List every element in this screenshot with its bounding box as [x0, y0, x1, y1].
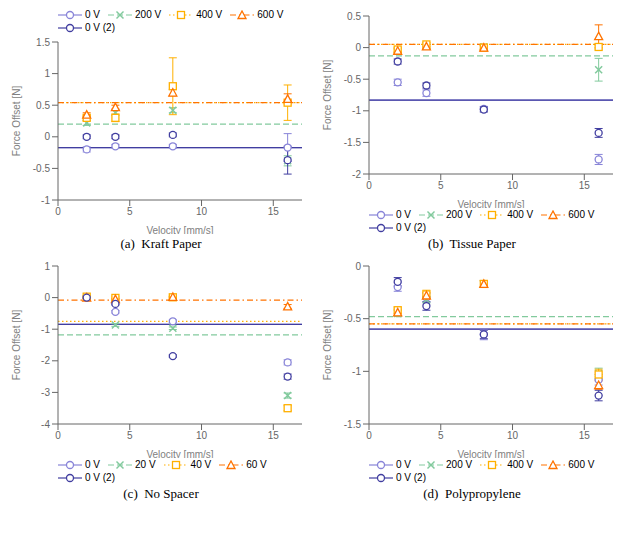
- svg-text:10: 10: [507, 180, 519, 191]
- html-text:(a) Kraft Paper: (a) Kraft Paper: [120, 236, 202, 251]
- html-text:20 V: 20 V: [135, 459, 156, 470]
- svg-text:0.5: 0.5: [347, 11, 361, 22]
- html-text:0 V: 0 V: [85, 459, 100, 470]
- svg-text:0.5: 0.5: [36, 100, 50, 111]
- svg-text:1: 1: [44, 68, 50, 79]
- svg-text:15: 15: [268, 430, 280, 441]
- svg-text:-1: -1: [41, 324, 50, 335]
- html-text:0 V (2): 0 V (2): [396, 472, 426, 483]
- svg-text:Force Offset [N]: Force Offset [N]: [322, 310, 333, 381]
- svg-text:-4: -4: [41, 419, 50, 430]
- html-text:60 V: 60 V: [246, 459, 267, 470]
- svg-text:0: 0: [55, 206, 61, 217]
- svg-text:10: 10: [507, 430, 519, 441]
- html-text:400 V: 400 V: [507, 209, 534, 220]
- svg-text:-0.5: -0.5: [344, 313, 362, 324]
- svg-text:Force Offset [N]: Force Offset [N]: [11, 310, 22, 381]
- svg-text:-1.5: -1.5: [344, 137, 362, 148]
- html-text:0 V (2): 0 V (2): [85, 22, 115, 33]
- svg-text:-1: -1: [352, 105, 361, 116]
- svg-text:5: 5: [438, 430, 444, 441]
- html-text:0 V: 0 V: [396, 459, 411, 470]
- svg-text:Force Offset [N]: Force Offset [N]: [11, 86, 22, 157]
- svg-text:-2: -2: [41, 355, 50, 366]
- svg-text:0: 0: [366, 430, 372, 441]
- svg-text:1.5: 1.5: [36, 37, 50, 48]
- svg-text:5: 5: [127, 206, 133, 217]
- svg-text:10: 10: [196, 206, 208, 217]
- svg-text:15: 15: [579, 180, 591, 191]
- html-text:0 V (2): 0 V (2): [85, 472, 115, 483]
- html-text:0 V: 0 V: [85, 9, 100, 20]
- html-text:(d) Polypropylene: (d) Polypropylene: [423, 486, 521, 501]
- html-text:400 V: 400 V: [196, 9, 223, 20]
- svg-text:0: 0: [355, 261, 361, 272]
- svg-text:0: 0: [44, 131, 50, 142]
- svg-text:0: 0: [44, 292, 50, 303]
- html-text:200 V: 200 V: [446, 209, 473, 220]
- svg-text:Velocity [mm/s]: Velocity [mm/s]: [457, 449, 524, 458]
- html-text:0 V: 0 V: [396, 209, 411, 220]
- svg-text:0: 0: [55, 430, 61, 441]
- svg-text:-0.5: -0.5: [33, 163, 51, 174]
- svg-text:0: 0: [366, 180, 372, 191]
- svg-text:5: 5: [438, 180, 444, 191]
- html-text:600 V: 600 V: [568, 209, 595, 220]
- html-text:200 V: 200 V: [135, 9, 162, 20]
- html-text:200 V: 200 V: [446, 459, 473, 470]
- svg-text:-2: -2: [352, 169, 361, 180]
- html-text:600 V: 600 V: [257, 9, 284, 20]
- svg-text:-0.5: -0.5: [344, 74, 362, 85]
- html-text:400 V: 400 V: [507, 459, 534, 470]
- svg-text:-1.5: -1.5: [344, 419, 362, 430]
- svg-text:10: 10: [196, 430, 208, 441]
- svg-text:5: 5: [127, 430, 133, 441]
- svg-text:Force Offset [N]: Force Offset [N]: [322, 60, 333, 131]
- svg-text:-3: -3: [41, 387, 50, 398]
- html-text:40 V: 40 V: [190, 459, 212, 470]
- html-text:(c) No Spacer: (c) No Spacer: [123, 486, 199, 501]
- svg-text:Velocity [mm/s]: Velocity [mm/s]: [146, 449, 213, 458]
- svg-text:-1: -1: [41, 195, 50, 206]
- svg-text:0: 0: [355, 42, 361, 53]
- svg-text:Velocity [mm/s]: Velocity [mm/s]: [146, 225, 213, 234]
- html-text:600 V: 600 V: [568, 459, 595, 470]
- svg-text:-1: -1: [352, 366, 361, 377]
- html-text:0 V (2): 0 V (2): [396, 222, 426, 233]
- svg-text:15: 15: [268, 206, 280, 217]
- svg-text:1: 1: [44, 261, 50, 272]
- svg-text:Velocity [mm/s]: Velocity [mm/s]: [457, 199, 524, 208]
- svg-text:15: 15: [579, 430, 591, 441]
- html-text:(b) Tissue Paper: (b) Tissue Paper: [428, 236, 516, 251]
